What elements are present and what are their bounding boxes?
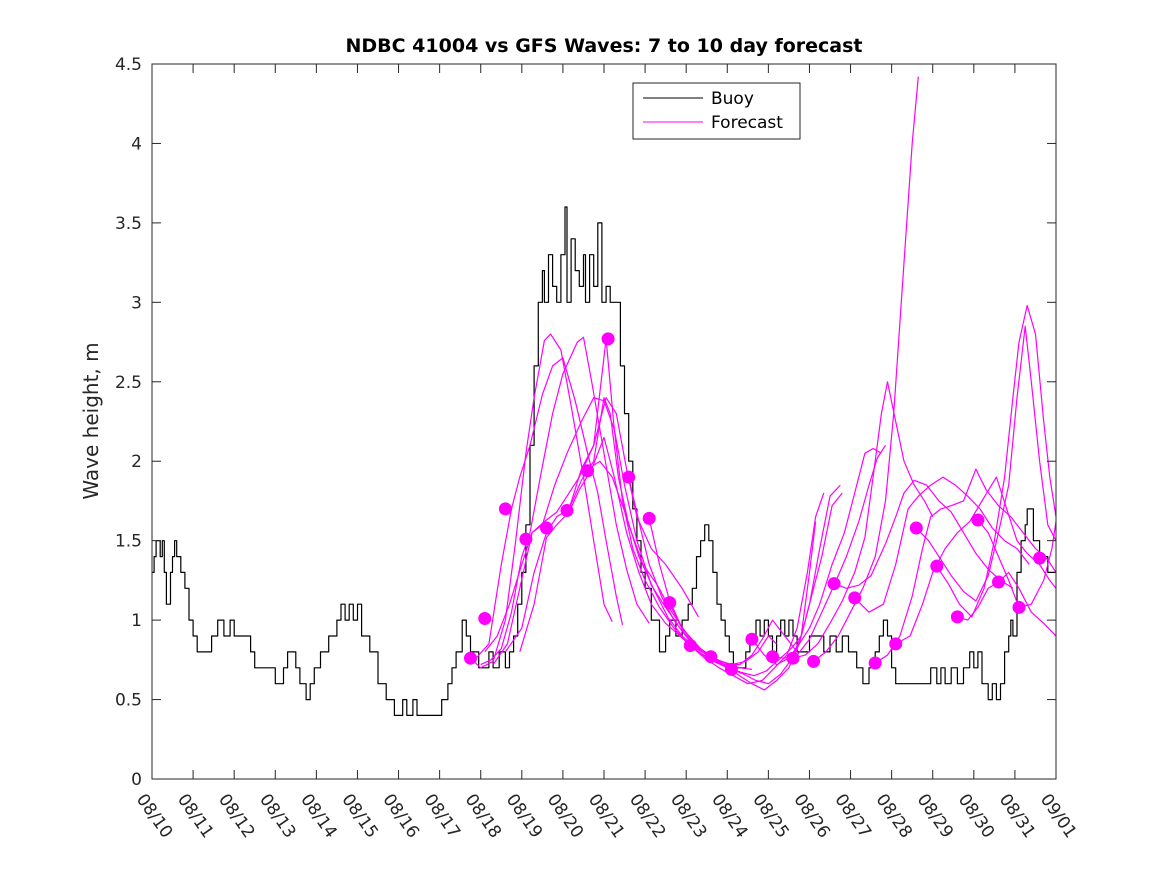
marker-layer: [464, 332, 1047, 676]
forecast-marker: [683, 639, 697, 652]
forecast-marker: [540, 521, 553, 535]
legend: Buoy Forecast: [632, 82, 801, 140]
forecast-marker: [745, 632, 759, 646]
legend-label-buoy: Buoy: [711, 89, 754, 109]
forecast-series-line-6: [504, 397, 716, 659]
forecast-series-line-19: [813, 76, 919, 662]
forecast-series-line-1: [470, 333, 613, 669]
forecast-series-line-14: [710, 484, 841, 691]
forecast-marker: [704, 650, 718, 664]
forecast-series-line-3: [480, 336, 650, 666]
forecast-series-line-26: [957, 571, 1056, 637]
forecast-series-line-16: [751, 447, 882, 666]
y-tick-label: 4: [131, 134, 142, 154]
y-tick-label: 3: [131, 293, 142, 313]
legend-label-forecast: Forecast: [711, 113, 783, 133]
forecast-series-line-8: [568, 338, 732, 669]
y-tick-label: 0.5: [115, 691, 142, 711]
forecast-marker: [1033, 551, 1047, 565]
forecast-marker: [868, 656, 882, 670]
forecast-marker: [560, 504, 574, 517]
forecast-series-line-21: [854, 476, 1030, 613]
forecast-marker: [1012, 600, 1026, 614]
forecast-marker: [724, 662, 738, 676]
y-tick-label: 3.5: [115, 214, 142, 234]
forecast-marker: [663, 596, 677, 610]
forecast-marker: [622, 470, 636, 484]
y-tick-label: 1: [131, 611, 142, 631]
forecast-marker: [930, 559, 944, 573]
forecast-marker: [786, 651, 800, 665]
forecast-marker: [992, 575, 1005, 589]
forecast-series-line-2: [474, 357, 624, 661]
forecast-marker: [766, 650, 779, 664]
forecast-marker: [827, 577, 841, 591]
forecast-marker: [950, 610, 964, 624]
forecast-series-line-22: [874, 468, 1056, 664]
y-tick-label: 4.5: [115, 55, 142, 75]
forecast-marker: [464, 651, 477, 665]
forecast-marker: [601, 332, 615, 346]
forecast-marker: [642, 511, 656, 525]
forecast-marker: [807, 654, 821, 668]
forecast-series-line-25: [936, 304, 1056, 618]
y-axis-label: Wave height, m: [79, 342, 103, 499]
forecast-marker: [498, 502, 512, 516]
forecast-marker: [581, 464, 595, 478]
forecast-series-line-13: [689, 492, 825, 685]
legend-box: [632, 82, 801, 140]
forecast-marker: [971, 513, 985, 527]
forecast-series-line-24: [915, 325, 1056, 602]
forecast-marker: [848, 591, 862, 605]
forecast-marker: [519, 532, 533, 546]
y-tick-label: 2.5: [115, 373, 142, 393]
forecast-marker: [889, 637, 903, 651]
y-tick-label: 2: [131, 452, 142, 472]
forecast-series-line-20: [833, 479, 1014, 589]
y-tick-label: 1.5: [115, 532, 142, 552]
forecast-series-line-18: [792, 381, 934, 659]
y-tick-label: 0: [131, 770, 142, 790]
chart-title: NDBC 41004 vs GFS Waves: 7 to 10 day for…: [345, 35, 862, 57]
series-layer: [152, 76, 1056, 716]
forecast-marker: [909, 521, 923, 535]
plot-area: [152, 64, 1056, 779]
forecast-marker: [478, 612, 492, 625]
forecast-series-line-4: [484, 397, 679, 653]
